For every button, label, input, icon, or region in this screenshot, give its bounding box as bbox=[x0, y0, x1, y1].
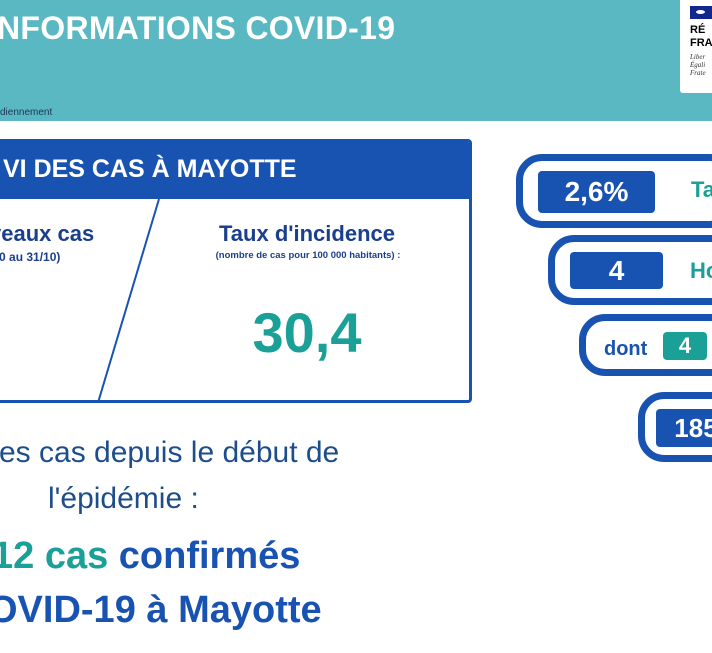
header-banner: NFORMATIONS COVID-19 diennement RÉ FRA L… bbox=[0, 0, 712, 121]
total-cases-count-line: 12 cas confirmés bbox=[0, 535, 300, 578]
total-cases-text-1: es cas depuis le début de bbox=[0, 436, 340, 469]
total-cases-text-2: l'épidémie : bbox=[48, 482, 199, 515]
logo-line-1: RÉ bbox=[690, 24, 706, 36]
panel-divider bbox=[97, 198, 160, 400]
stat-pill-hospital-value: 4 bbox=[570, 252, 663, 289]
stat-pill-dont: dont 4 bbox=[579, 314, 712, 376]
total-cases-count: 12 cas bbox=[0, 535, 109, 577]
stat-pill-dont-value: 4 bbox=[663, 332, 707, 360]
panel-header: VI DES CAS À MAYOTTE bbox=[0, 142, 469, 199]
logo-motto-3: Frate bbox=[690, 69, 706, 77]
republique-francaise-logo: RÉ FRA Liber Égali Frate bbox=[680, 0, 712, 93]
logo-line-2: FRA bbox=[690, 37, 712, 49]
marianne-icon bbox=[690, 6, 712, 19]
total-cases-confirmed: confirmés bbox=[108, 535, 301, 577]
incidence-note: (nombre de cas pour 100 000 habitants) : bbox=[215, 250, 401, 261]
header-subtitle: diennement bbox=[0, 107, 53, 118]
stat-pill-dont-prefix: dont bbox=[604, 338, 648, 360]
logo-motto-2: Égali bbox=[690, 61, 706, 69]
new-cases-title: veaux cas bbox=[0, 221, 95, 246]
stat-pill-total: 185 bbox=[638, 392, 712, 462]
stat-pill-hospital: 4 Ho bbox=[548, 235, 712, 305]
page-title: NFORMATIONS COVID-19 bbox=[0, 10, 396, 46]
stat-pill-rate-label: Ta bbox=[691, 177, 712, 202]
stat-pill-rate-value: 2,6% bbox=[538, 171, 655, 213]
stat-pill-hospital-label: Ho bbox=[690, 258, 712, 283]
logo-motto-1: Liber bbox=[690, 53, 706, 61]
cases-panel: VI DES CAS À MAYOTTE veaux cas /10 au 31… bbox=[0, 139, 472, 403]
panel-title: VI DES CAS À MAYOTTE bbox=[3, 155, 297, 183]
stat-pill-rate: 2,6% Ta bbox=[516, 154, 712, 228]
incidence-title: Taux d'incidence bbox=[219, 221, 395, 246]
new-cases-period: /10 au 31/10) bbox=[0, 250, 61, 264]
total-cases-location: OVID-19 à Mayotte bbox=[0, 589, 322, 631]
stat-pill-total-value: 185 bbox=[656, 409, 712, 447]
incidence-value: 30,4 bbox=[252, 301, 362, 364]
